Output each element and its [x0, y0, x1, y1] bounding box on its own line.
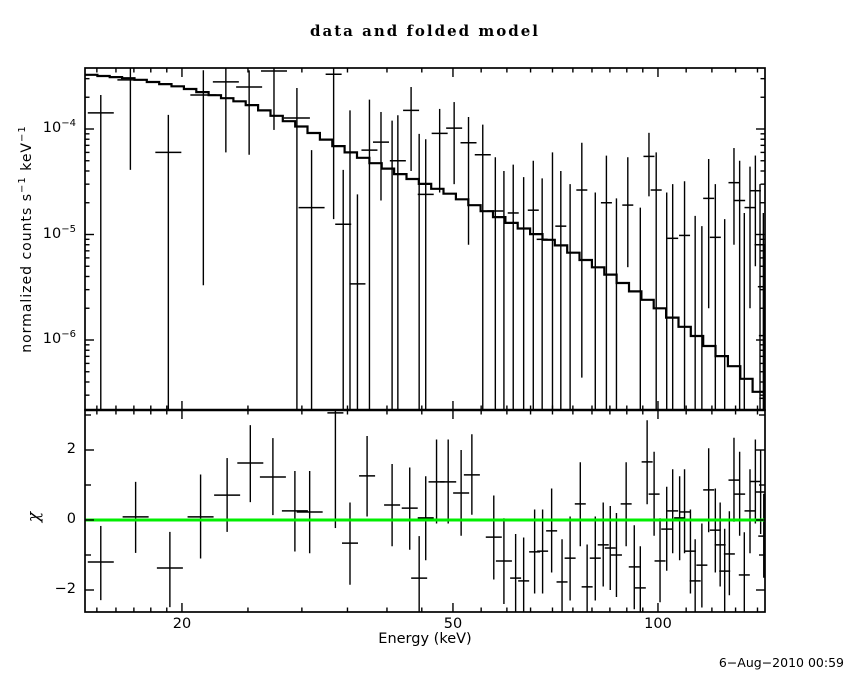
x-tick-label-50: 50 [443, 616, 463, 632]
y-axis-label-exponent: −1 [17, 176, 29, 193]
x-axis-label: Energy (keV) [378, 631, 472, 647]
y-tick-label-−6: 10−6 [42, 329, 76, 347]
y-tick-label-−4: 10−4 [42, 118, 76, 136]
x-tick-label-100: 100 [644, 616, 672, 632]
plot-title: data and folded model [310, 22, 540, 40]
y-tick-label-−5: 10−5 [42, 223, 76, 242]
x-tick-label-20: 20 [172, 616, 192, 632]
y-tick-label-chi-2: 2 [66, 441, 76, 457]
spectrum-panel-frame [84, 67, 766, 411]
y-tick-label-chi-−2: −2 [54, 581, 76, 597]
timestamp: 6−Aug−2010 00:59 [718, 655, 844, 670]
y-axis-label-text: keV [18, 141, 35, 177]
y-tick-label-chi-0: 0 [66, 511, 76, 527]
model-step-line [85, 73, 765, 393]
residuals-panel-frame [84, 409, 766, 613]
